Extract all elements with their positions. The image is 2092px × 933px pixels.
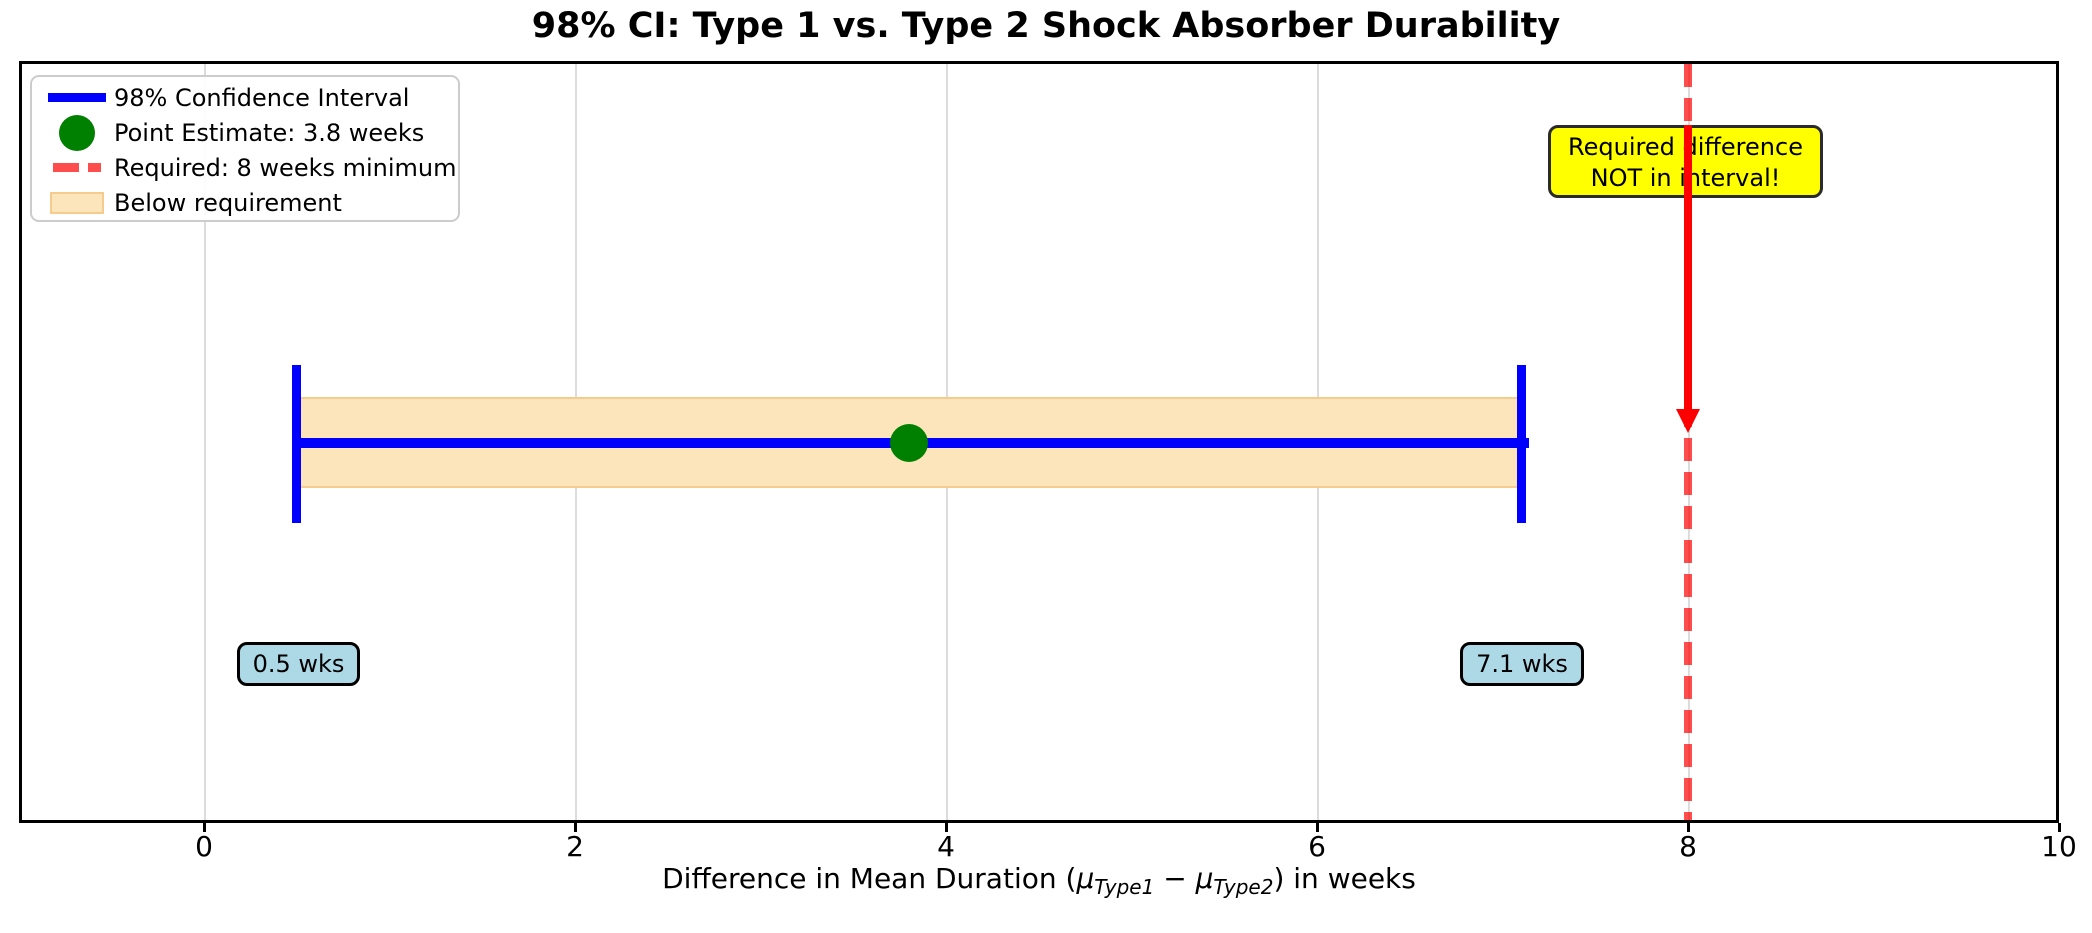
required-threshold-line [1684, 64, 1692, 820]
legend: 98% Confidence Interval Point Estimate: … [30, 75, 460, 222]
x-tick-4 [945, 823, 948, 832]
legend-item-band: Below requirement [40, 185, 458, 220]
annotation-arrow-head-icon [1676, 409, 1700, 433]
x-tick-2 [574, 823, 577, 832]
ci-line-swatch-icon [40, 93, 114, 102]
plot-area: Required difference NOT in interval! 0.5… [19, 61, 2059, 823]
x-tick-label-10: 10 [2041, 830, 2077, 863]
point-estimate-marker [890, 424, 928, 462]
band-swatch-icon [40, 191, 114, 214]
ci-upper-label: 7.1 wks [1460, 642, 1584, 686]
legend-label: Point Estimate: 3.8 weeks [114, 118, 425, 147]
x-tick-label-6: 6 [1308, 830, 1326, 863]
x-tick-label-8: 8 [1679, 830, 1697, 863]
xlabel-prefix: Difference in Mean Duration ( [662, 862, 1077, 895]
x-tick-label-2: 2 [566, 830, 584, 863]
legend-item-ci: 98% Confidence Interval [40, 80, 458, 115]
gridline-x0 [204, 64, 206, 820]
xlabel-suffix: ) in weeks [1273, 862, 1416, 895]
xlabel-minus: − [1154, 862, 1196, 895]
legend-label: Below requirement [114, 188, 342, 217]
legend-label: 98% Confidence Interval [114, 83, 410, 112]
xlabel-sub2: Type2 [1213, 875, 1274, 899]
annotation-arrow-shaft [1684, 125, 1692, 413]
ci-lower-cap [292, 365, 301, 523]
x-tick-0 [203, 823, 206, 832]
ci-lower-label: 0.5 wks [237, 642, 360, 686]
xlabel-mu1: μ [1076, 862, 1095, 895]
x-tick-6 [1316, 823, 1319, 832]
required-line-swatch-icon [40, 163, 114, 172]
xlabel-sub1: Type1 [1094, 875, 1155, 899]
x-tick-label-4: 4 [937, 830, 955, 863]
point-estimate-swatch-icon [40, 114, 114, 151]
chart-title: 98% CI: Type 1 vs. Type 2 Shock Absorber… [531, 6, 1561, 46]
x-tick-8 [1687, 823, 1690, 832]
xlabel-mu2: μ [1195, 862, 1214, 895]
legend-label: Required: 8 weeks minimum [114, 153, 457, 182]
ci-upper-cap [1517, 365, 1526, 523]
legend-item-point: Point Estimate: 3.8 weeks [40, 114, 458, 151]
x-axis-label: Difference in Mean Duration (μType1 − μT… [0, 862, 2078, 899]
x-tick-10 [2058, 823, 2061, 832]
x-tick-label-0: 0 [195, 830, 213, 863]
legend-item-required: Required: 8 weeks minimum [40, 150, 458, 185]
